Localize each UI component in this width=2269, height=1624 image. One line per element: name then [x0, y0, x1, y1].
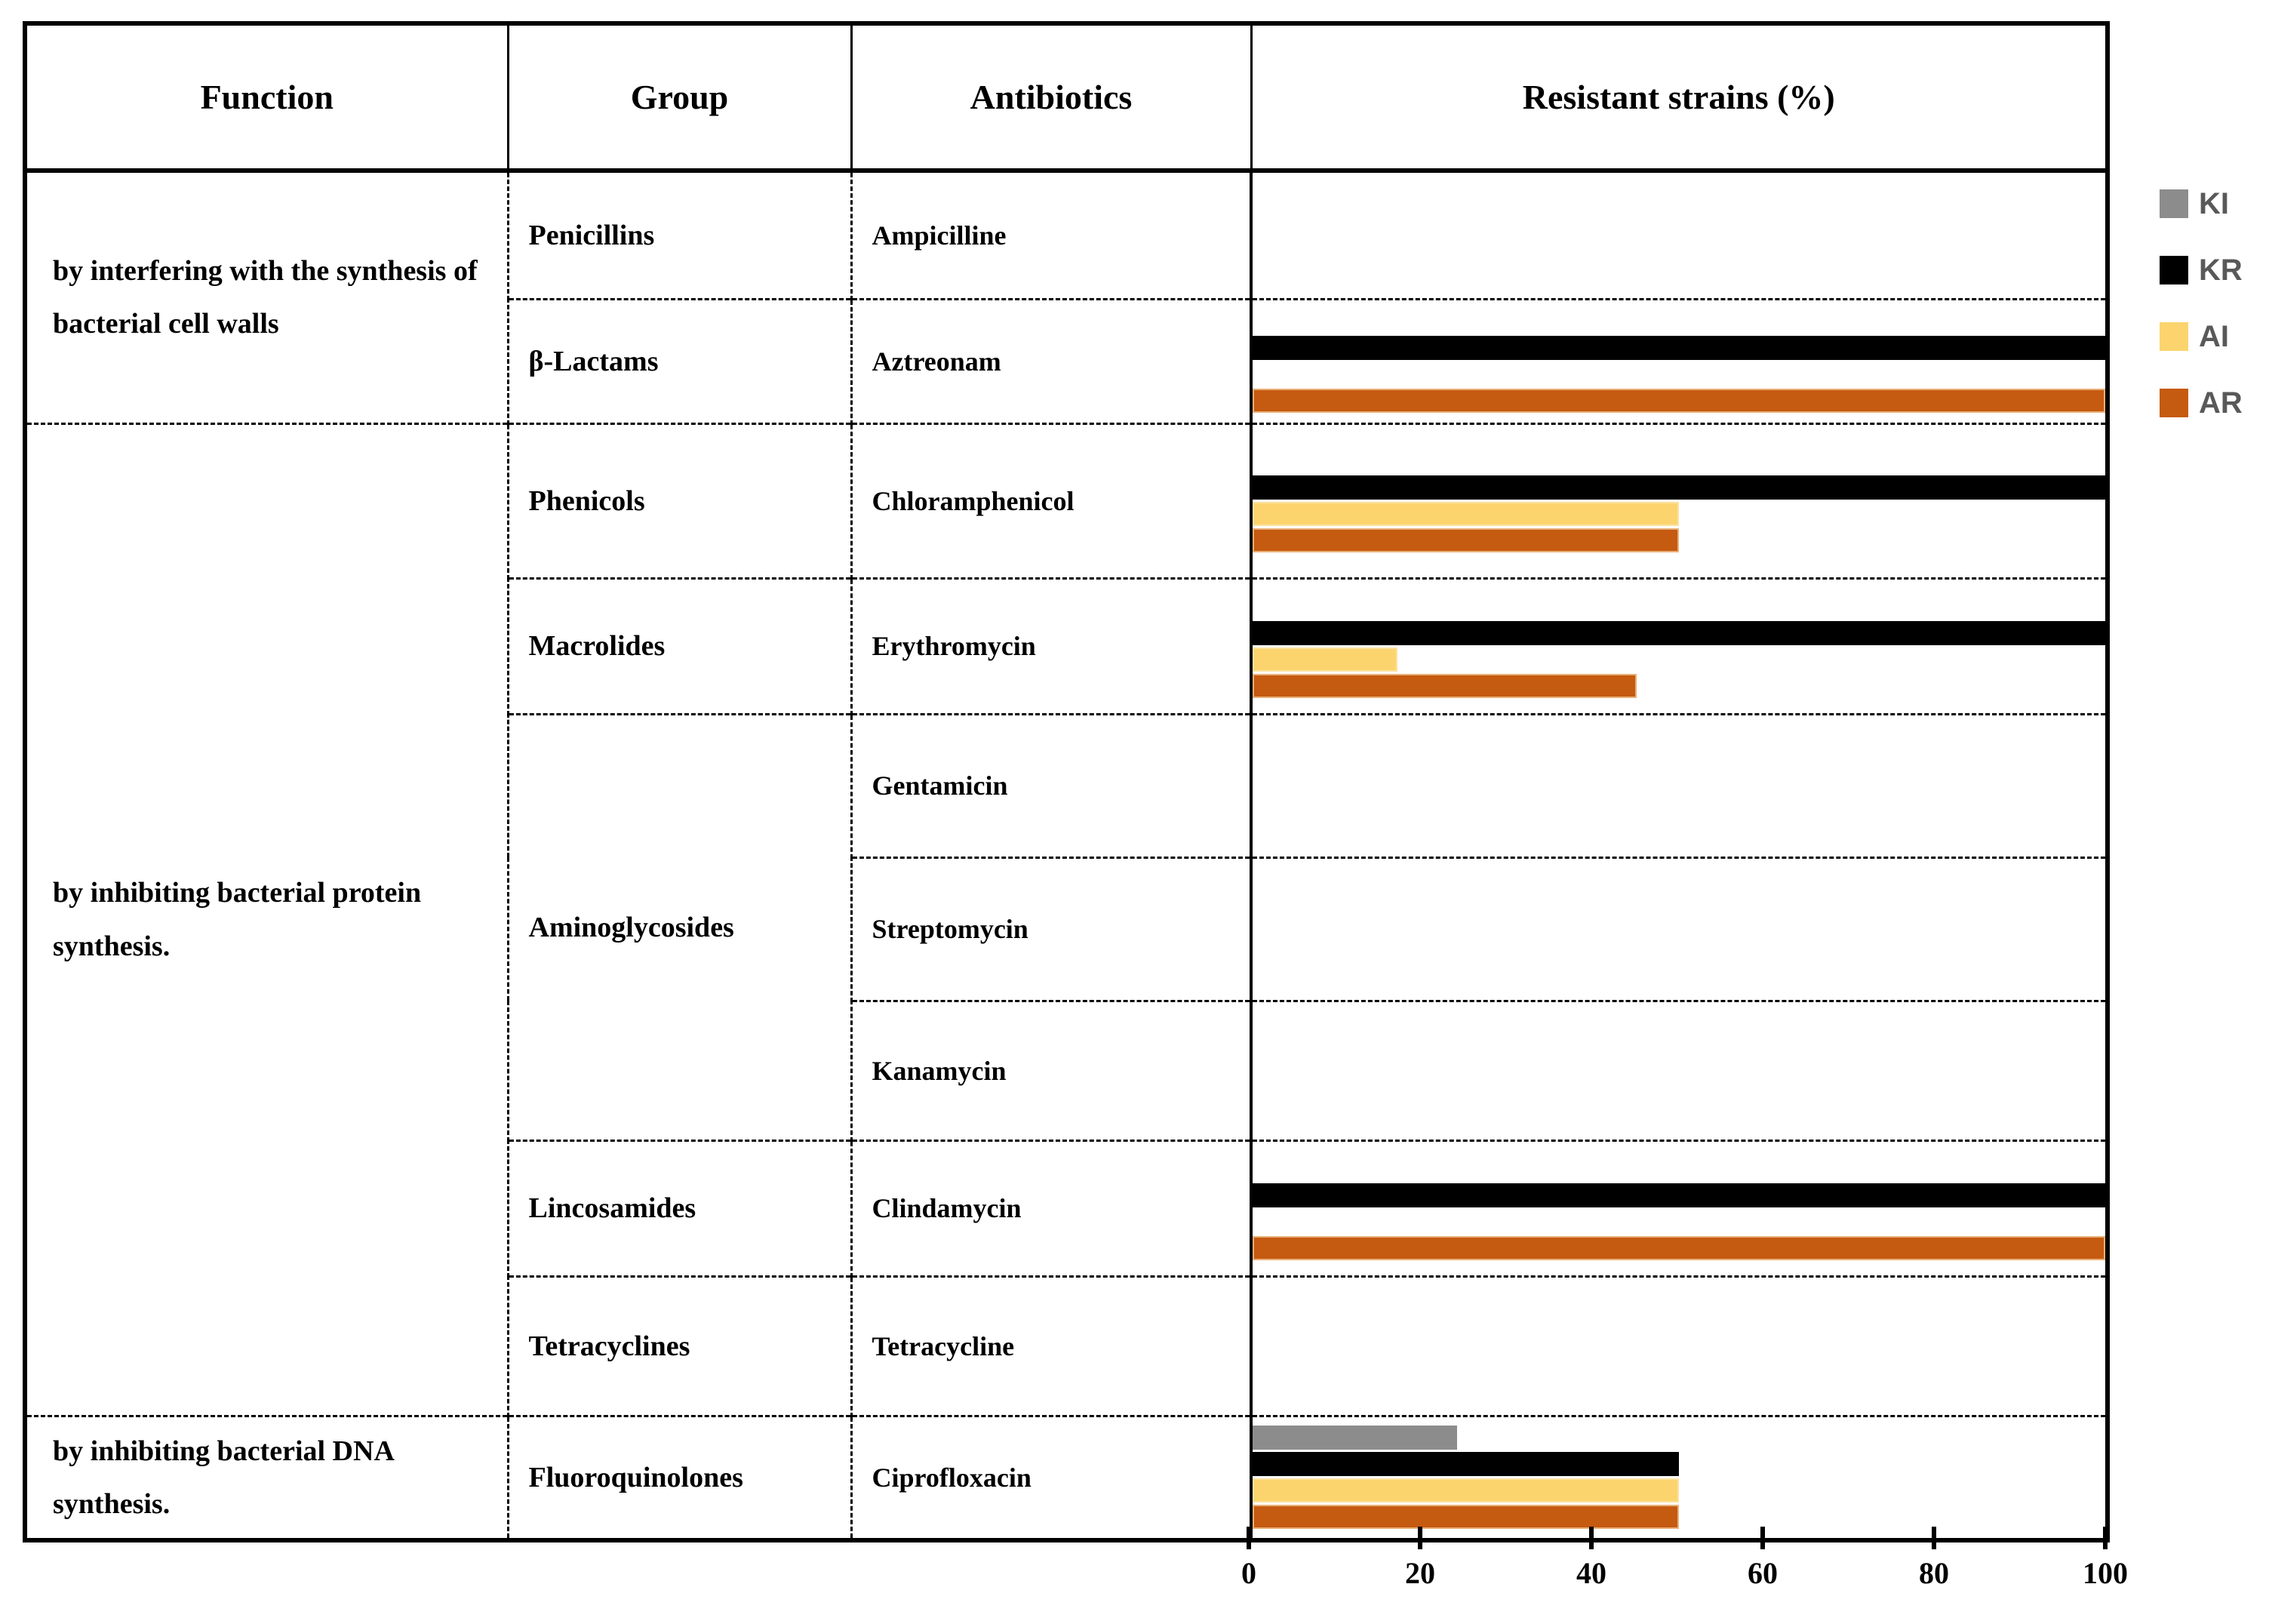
bar-group-ciprofloxacin — [1253, 1417, 2105, 1539]
group-cell-tetracyclines: Tetracyclines — [508, 1275, 853, 1416]
bar-ciprofloxacin-ar — [1253, 1505, 1679, 1530]
legend-swatch-ki — [2160, 189, 2188, 218]
table-row: Lincosamides Clindamycin — [25, 1139, 2108, 1276]
bar-ciprofloxacin-ai — [1253, 1478, 1679, 1503]
antibiotic-cell-clindamycin: Clindamycin — [851, 1139, 1253, 1276]
tick-mark — [1418, 1527, 1422, 1549]
legend-label-ki: KI — [2199, 187, 2229, 220]
table-row: by inhibiting bacterial DNA synthesis. F… — [25, 1414, 2108, 1541]
legend-swatch-kr — [2160, 256, 2188, 285]
antibiotic-cell-kanamycin: Kanamycin — [851, 999, 1253, 1140]
chart-cell-kanamycin — [1251, 999, 2108, 1140]
legend-swatch-ai — [2160, 322, 2188, 351]
legend-item-ar: AR — [2160, 388, 2243, 418]
antibiotic-cell-ciprofloxacin: Ciprofloxacin — [851, 1414, 1253, 1541]
table-row: by inhibiting bacterial protein synthesi… — [25, 422, 2108, 1416]
chart-cell-gentamicin — [1251, 712, 2108, 857]
chart-cell-tetracycline — [1251, 1275, 2108, 1416]
tick-mark — [1247, 1527, 1251, 1549]
table-row: Aminoglycosides Gentamicin — [25, 712, 2108, 1140]
tick-label: 60 — [1748, 1556, 1778, 1590]
legend-label-ai: AI — [2199, 320, 2229, 353]
tick-mark — [1932, 1527, 1936, 1549]
bar-erythromycin-ar — [1253, 673, 1637, 698]
group-cell-phenicols: Phenicols — [508, 422, 853, 578]
chart-cell-erythromycin — [1251, 577, 2108, 714]
bar-clindamycin-ar — [1253, 1235, 2105, 1260]
group-cell-penicillins: Penicillins — [508, 169, 853, 299]
bar-ciprofloxacin-kr — [1253, 1452, 1679, 1477]
tick-label: 40 — [1576, 1556, 1606, 1590]
bar-group-chloramphenicol — [1253, 425, 2105, 577]
group-cell-macrolides: Macrolides — [508, 577, 853, 714]
bar-chloramphenicol-ai — [1253, 502, 1679, 526]
function-cell-dna-synthesis: by inhibiting bacterial DNA synthesis. — [25, 1414, 509, 1541]
chart-cell-ciprofloxacin — [1251, 1414, 2108, 1541]
tick-label: 20 — [1405, 1556, 1435, 1590]
chart-cell-chloramphenicol — [1251, 422, 2108, 578]
table-row: β-Lactams Aztreonam — [25, 297, 2108, 423]
group-cell-fluoroquinolones: Fluoroquinolones — [508, 1414, 853, 1541]
table-row: Streptomycin — [25, 856, 2108, 1001]
legend-swatch-ar — [2160, 389, 2188, 417]
tick-mark — [2103, 1527, 2108, 1549]
header-row: Function Group Antibiotics Resistant str… — [25, 23, 2108, 173]
table-row: Tetracyclines Tetracycline — [25, 1275, 2108, 1416]
bar-aztreonam-ar — [1253, 389, 2105, 413]
tick-mark — [1760, 1527, 1765, 1549]
bar-group-erythromycin — [1253, 580, 2105, 713]
legend-item-ki: KI — [2160, 189, 2243, 219]
chart-cell-ampicilline — [1251, 169, 2108, 299]
table-row: Kanamycin — [25, 999, 2108, 1140]
legend-item-kr: KR — [2160, 255, 2243, 285]
function-cell-protein-synthesis: by inhibiting bacterial protein synthesi… — [25, 422, 509, 1416]
group-cell-beta-lactams: β-Lactams — [508, 297, 853, 423]
antibiotic-cell-chloramphenicol: Chloramphenicol — [851, 422, 1253, 578]
legend-label-ar: AR — [2199, 386, 2243, 420]
chart-cell-clindamycin — [1251, 1139, 2108, 1276]
legend-item-ai: AI — [2160, 321, 2243, 352]
bar-chloramphenicol-kr — [1253, 475, 2105, 500]
data-table: Function Group Antibiotics Resistant str… — [23, 21, 2110, 1543]
bar-ciprofloxacin-ki — [1253, 1426, 1458, 1450]
bar-clindamycin-kr — [1253, 1183, 2105, 1207]
header-function: Function — [25, 23, 509, 173]
bar-chloramphenicol-ar — [1253, 528, 1679, 552]
bar-group-clindamycin — [1253, 1142, 2105, 1275]
tick-label: 100 — [2083, 1556, 2128, 1590]
antibiotic-cell-aztreonam: Aztreonam — [851, 297, 1253, 423]
bar-erythromycin-ai — [1253, 647, 1398, 672]
function-cell-cell-walls: by interfering with the synthesis of bac… — [25, 169, 509, 423]
bar-erythromycin-kr — [1253, 620, 2105, 645]
antibiotic-cell-ampicilline: Ampicilline — [851, 169, 1253, 299]
header-group: Group — [508, 23, 853, 173]
legend: KI KR AI AR — [2160, 189, 2243, 454]
header-resistant-strains: Resistant strains (%) — [1251, 23, 2108, 173]
group-cell-aminoglycosides: Aminoglycosides — [508, 712, 853, 1140]
chart-cell-aztreonam — [1251, 297, 2108, 423]
x-axis: 0 20 40 60 80 100 — [1241, 1527, 2128, 1610]
antibiotic-cell-erythromycin: Erythromycin — [851, 577, 1253, 714]
antibiotic-cell-gentamicin: Gentamicin — [851, 712, 1253, 857]
chart-cell-streptomycin — [1251, 856, 2108, 1001]
antibiotic-cell-streptomycin: Streptomycin — [851, 856, 1253, 1001]
tick-label: 80 — [1919, 1556, 1949, 1590]
bar-group-aztreonam — [1253, 300, 2105, 423]
table-row: by interfering with the synthesis of bac… — [25, 169, 2108, 423]
bar-aztreonam-kr — [1253, 336, 2105, 360]
header-antibiotics: Antibiotics — [851, 23, 1253, 173]
legend-label-kr: KR — [2199, 254, 2243, 287]
antibiotic-cell-tetracycline: Tetracycline — [851, 1275, 1253, 1416]
table-row: Macrolides Erythromycin — [25, 577, 2108, 714]
tick-mark — [1589, 1527, 1594, 1549]
tick-label: 0 — [1241, 1556, 1256, 1590]
group-cell-lincosamides: Lincosamides — [508, 1139, 853, 1276]
